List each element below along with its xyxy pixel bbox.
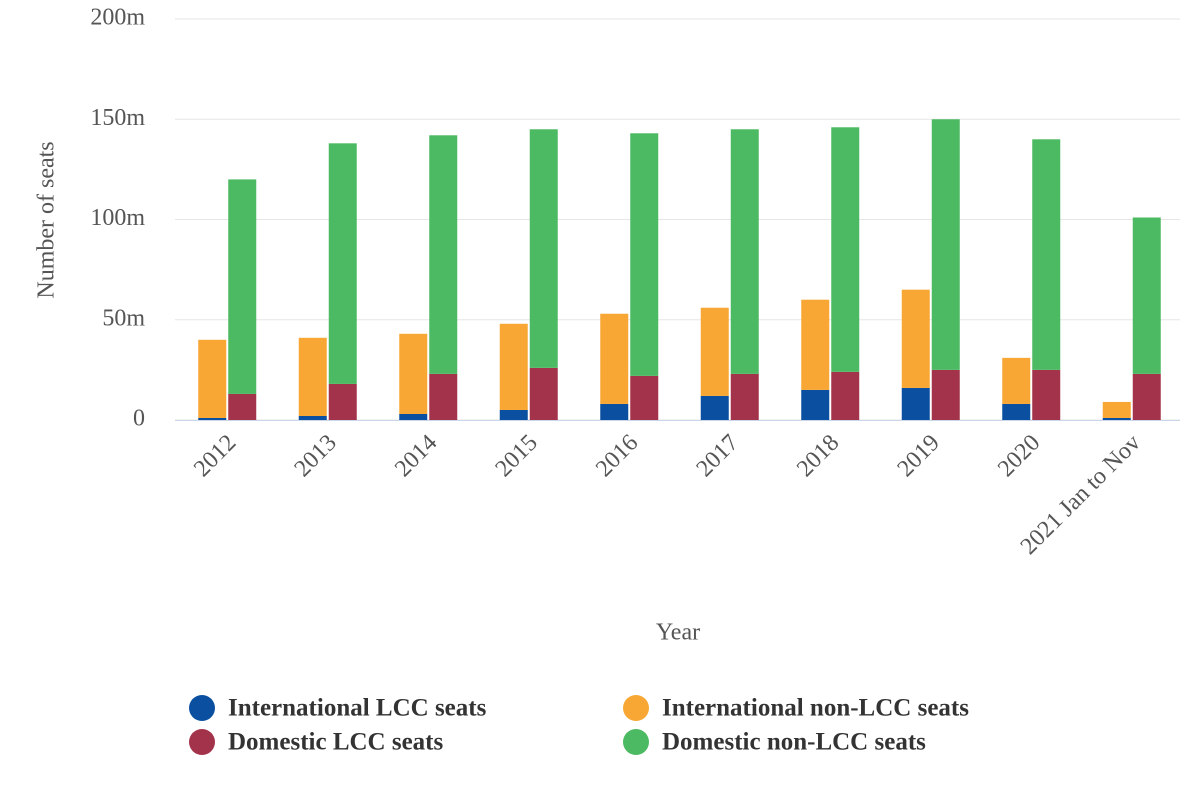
legend-marker [623,695,649,721]
y-tick-label: 150m [90,105,145,131]
bar-segment [831,127,860,372]
legend-label[interactable]: International non-LCC seats [662,695,969,722]
bar-segment [730,373,759,420]
x-tick-label: 2013 [290,430,342,482]
bar-segment [1102,417,1131,420]
bar-segment [228,179,257,394]
x-tick-label: 2015 [491,430,543,482]
x-tick-label: 2017 [692,430,744,482]
bar-segment [1132,217,1161,374]
bar-segment [700,307,729,396]
bar-segment [298,337,327,416]
bar-segment [1002,403,1031,420]
bar-segment [328,143,357,384]
bar-segment [499,409,528,420]
y-tick-label: 0 [133,406,145,432]
bar-segment [931,119,960,370]
bar-segment [630,375,659,420]
bar-segment [399,413,428,420]
x-tick-label: 2014 [390,430,442,482]
bar-segment [1102,401,1131,418]
bar-segment [801,389,830,420]
x-tick-label: 2018 [792,430,844,482]
bar-segment [1132,373,1161,420]
bar-segment [328,383,357,420]
bar-segment [600,403,629,420]
legend-label[interactable]: Domestic LCC seats [228,729,444,756]
bar-segment [901,387,930,420]
bar-segment [1002,357,1031,404]
x-tick-label: 2019 [893,430,945,482]
x-tick-label: 2012 [189,430,241,482]
legend-marker [189,695,215,721]
y-tick-label: 200m [90,5,145,31]
bar-segment [529,129,558,368]
bar-segment [700,395,729,420]
bar-segment [399,333,428,414]
y-tick-label: 100m [90,205,145,231]
bar-segment [228,393,257,420]
bar-segment [198,339,227,418]
bar-segment [198,417,227,420]
bar-segment [429,373,458,420]
legend-marker [189,729,215,755]
bar-segment [1032,139,1061,370]
bar-segment [529,367,558,420]
legend-marker [623,729,649,755]
bar-segment [901,289,930,388]
legend-label[interactable]: International LCC seats [228,695,487,722]
bar-segment [730,129,759,374]
bar-segment [1032,369,1061,420]
bar-segment [630,133,659,376]
bar-segment [931,369,960,420]
bar-segment [801,299,830,390]
bar-segment [298,415,327,420]
x-axis-title: Year [656,620,700,646]
x-tick-label: 2020 [993,430,1045,482]
bar-segment [429,135,458,374]
bar-segment [499,323,528,410]
bar-segment [600,313,629,404]
legend-label[interactable]: Domestic non-LCC seats [662,729,926,756]
y-axis-title: Number of seats [34,141,60,298]
y-tick-label: 50m [102,305,145,331]
bar-segment [831,371,860,420]
x-tick-label: 2016 [591,430,643,482]
